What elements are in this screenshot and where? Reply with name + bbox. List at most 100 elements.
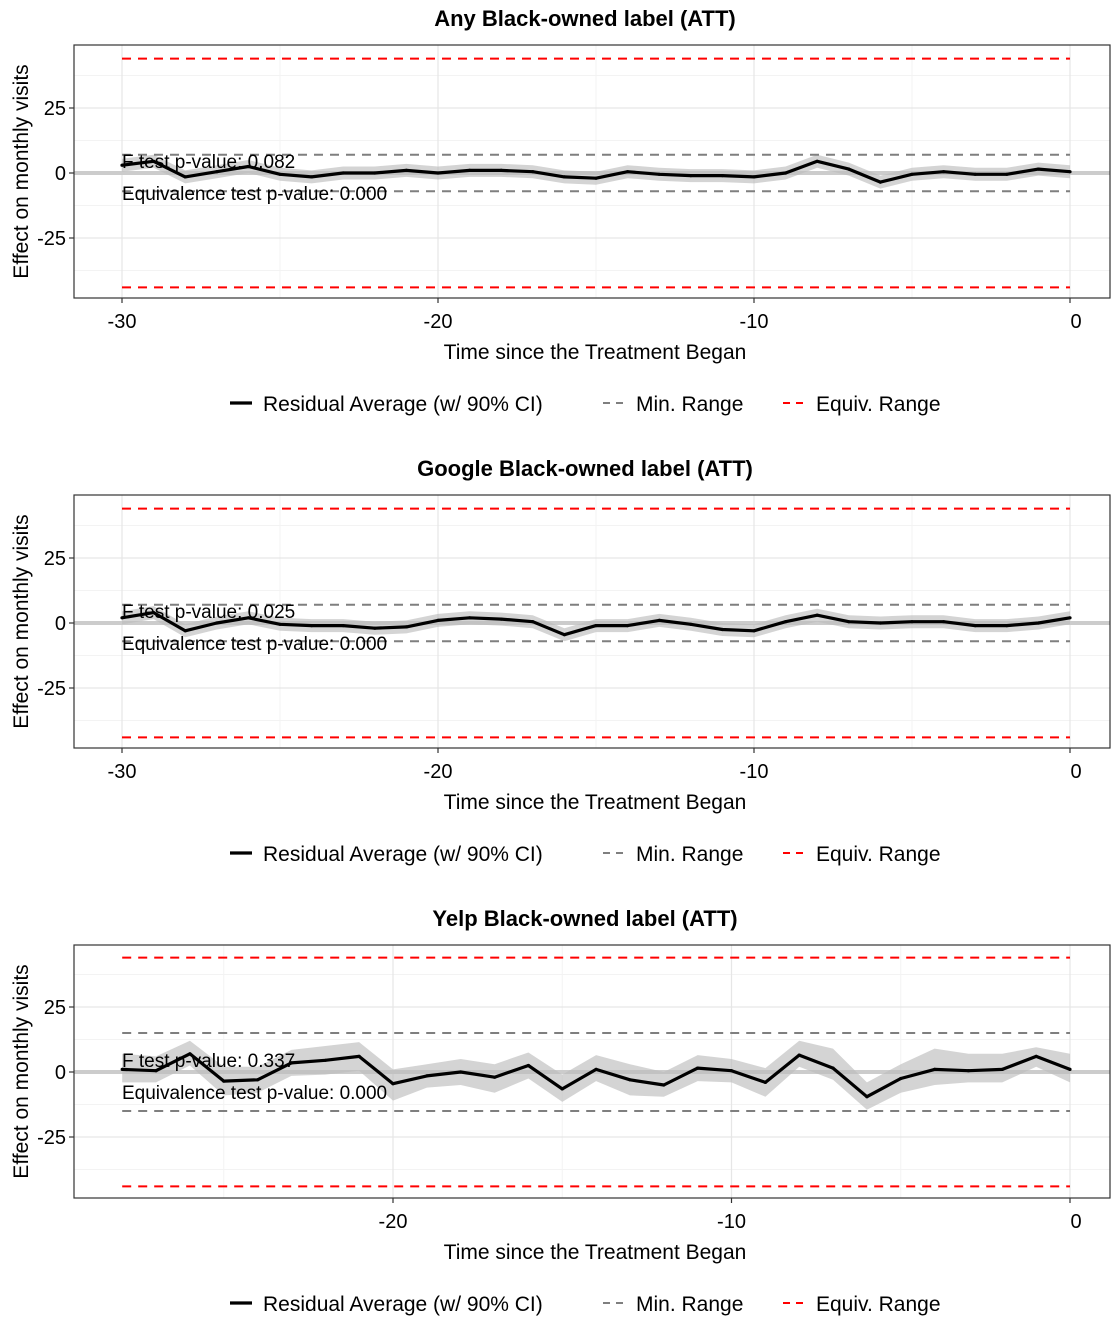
data-point <box>459 1070 463 1074</box>
y-axis-label: Effect on monthly visits <box>10 964 33 1178</box>
legend-label-equiv-range: Equiv. Range <box>816 393 941 416</box>
y-tick-label: -25 <box>37 678 66 700</box>
data-point <box>425 1074 429 1078</box>
data-points <box>120 611 1072 637</box>
data-point <box>763 1080 767 1084</box>
data-point <box>310 624 314 628</box>
x-tick-label: -20 <box>424 761 453 783</box>
data-point <box>373 171 377 175</box>
data-point <box>815 613 819 617</box>
x-tick-label: 0 <box>1070 761 1081 783</box>
data-point <box>1034 1054 1038 1058</box>
chart-title: Google Black-owned label (ATT) <box>417 456 753 481</box>
equivalence-test-annotation: Equivalence test p-value: 0.000 <box>122 184 387 205</box>
y-tick-label: 0 <box>55 1062 66 1084</box>
x-axis-label: Time since the Treatment Began <box>444 1241 747 1264</box>
x-tick-label: -10 <box>740 311 769 333</box>
x-axis-label: Time since the Treatment Began <box>444 791 747 814</box>
data-point <box>323 1058 327 1062</box>
y-tick-label: 0 <box>55 613 66 635</box>
data-point <box>594 176 598 180</box>
data-point <box>256 1078 260 1082</box>
data-point <box>847 620 851 624</box>
data-point <box>468 168 472 172</box>
legend-label-min-range: Min. Range <box>636 393 743 416</box>
data-point <box>720 627 725 632</box>
data-point <box>594 624 598 628</box>
data-point <box>289 1061 294 1065</box>
data-point <box>973 624 977 628</box>
data-point <box>492 1075 497 1079</box>
legend: Residual Average (w/ 90% CI) Min. Range Eq… <box>230 843 941 866</box>
x-tick-label: 0 <box>1070 1211 1081 1233</box>
data-point <box>815 159 819 163</box>
data-point <box>531 170 535 174</box>
data-point <box>696 1066 700 1070</box>
f-test-annotation: F test p-value: 0.337 <box>122 1051 295 1072</box>
f-test-annotation: F test p-value: 0.025 <box>122 602 295 623</box>
minor-grid <box>74 45 1110 298</box>
y-axis-label: Effect on monthly visits <box>10 64 33 278</box>
data-point <box>657 618 661 623</box>
data-point <box>404 625 408 629</box>
data-point <box>662 1083 666 1087</box>
data-point <box>626 624 630 628</box>
plot-border <box>73 494 1111 749</box>
data-point <box>910 172 914 176</box>
data-point <box>560 1087 564 1091</box>
ci-ribbon <box>122 154 1070 189</box>
data-point <box>729 1069 734 1073</box>
data-point <box>628 1078 632 1082</box>
data-point <box>215 621 219 625</box>
legend-label-min-range: Min. Range <box>636 843 743 866</box>
data-point <box>899 1076 903 1081</box>
data-point <box>188 1052 192 1056</box>
data-point <box>1036 167 1040 171</box>
y-tick-label: -25 <box>37 1127 66 1149</box>
data-point <box>562 175 567 179</box>
y-axis-label: Effect on monthly visits <box>10 514 33 728</box>
data-point <box>222 1079 226 1083</box>
data-point <box>404 168 408 172</box>
x-axis-label: Time since the Treatment Began <box>444 341 747 364</box>
data-point <box>878 621 883 625</box>
data-point <box>310 175 314 179</box>
data-point <box>499 617 503 621</box>
data-point <box>120 163 124 167</box>
chart-panel-3: Yelp Black-owned label (ATT) F test p-val… <box>10 906 1111 1316</box>
data-point <box>436 171 440 175</box>
data-point <box>847 167 851 171</box>
y-tick-label: 25 <box>44 548 66 570</box>
data-point <box>1005 624 1009 628</box>
data-point <box>341 171 345 175</box>
data-point <box>562 633 567 637</box>
data-point <box>526 1063 531 1068</box>
data-point <box>784 620 788 624</box>
data-point <box>1068 1067 1072 1071</box>
data-point <box>183 175 187 179</box>
equivalence-test-annotation: Equivalence test p-value: 0.000 <box>122 1083 387 1104</box>
data-point <box>468 616 472 620</box>
data-point <box>910 620 914 624</box>
data-point <box>499 168 503 172</box>
data-point <box>341 624 345 628</box>
data-point <box>1000 1067 1004 1071</box>
data-point <box>436 618 440 623</box>
legend-label-min-range: Min. Range <box>636 1293 743 1316</box>
data-point <box>357 1054 361 1058</box>
legend: Residual Average (w/ 90% CI) Min. Range Eq… <box>230 1293 941 1316</box>
data-point <box>942 620 946 624</box>
data-point <box>966 1069 971 1073</box>
data-point <box>373 626 377 630</box>
x-tick-label: -10 <box>717 1211 746 1233</box>
plot-border <box>73 44 1111 299</box>
data-point <box>391 1082 395 1086</box>
data-point <box>657 172 661 176</box>
legend-label-equiv-range: Equiv. Range <box>816 843 941 866</box>
data-point <box>1068 170 1072 174</box>
legend-label-equiv-range: Equiv. Range <box>816 1293 941 1316</box>
legend-label-residual-average: Residual Average (w/ 90% CI) <box>263 843 543 866</box>
data-point <box>215 170 219 174</box>
data-point <box>720 174 725 178</box>
data-point <box>120 1067 124 1071</box>
